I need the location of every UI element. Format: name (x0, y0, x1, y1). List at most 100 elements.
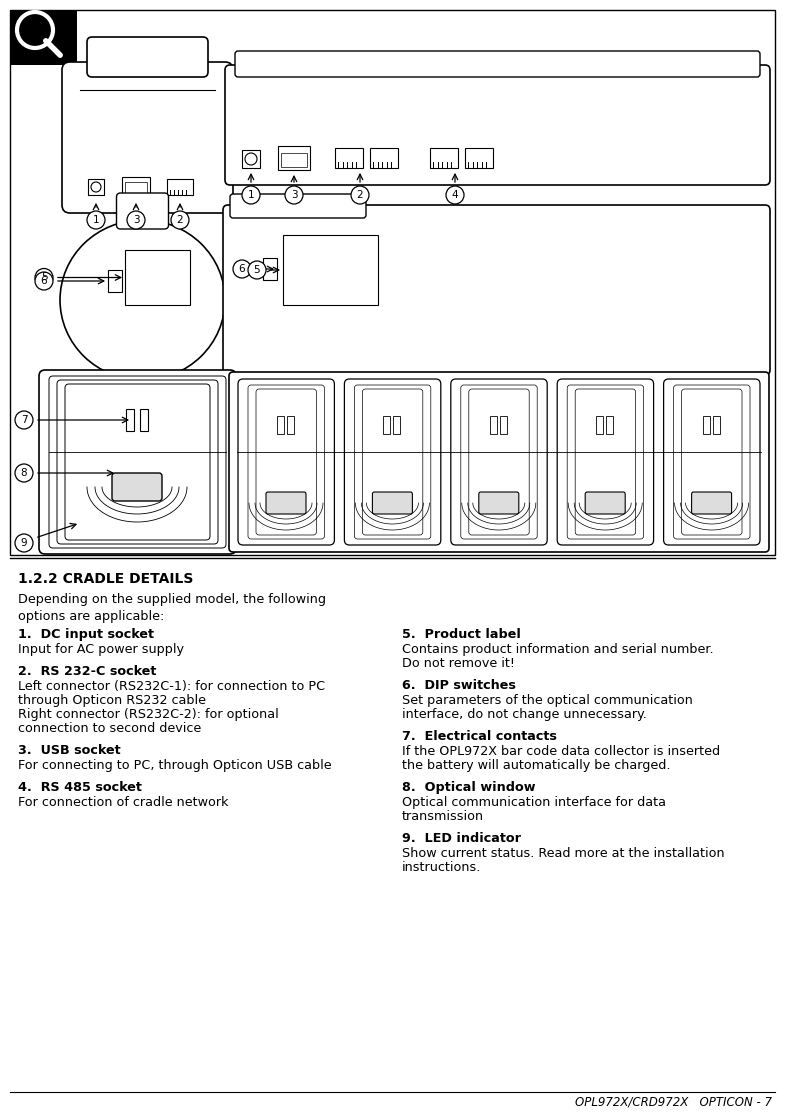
Bar (126, 409, 134, 431)
Bar (283, 235, 378, 305)
Text: connection to second device: connection to second device (18, 722, 201, 735)
Bar (370, 148, 398, 168)
Bar (606, 416, 613, 435)
FancyBboxPatch shape (663, 379, 760, 545)
Text: 9: 9 (20, 538, 27, 548)
Text: For connecting to PC, through Opticon USB cable: For connecting to PC, through Opticon US… (18, 759, 331, 772)
FancyBboxPatch shape (238, 379, 334, 545)
Bar (88, 179, 104, 195)
Bar (167, 179, 193, 195)
Text: 2: 2 (356, 190, 363, 200)
FancyBboxPatch shape (585, 492, 625, 514)
Bar (393, 416, 400, 435)
Text: 6: 6 (41, 276, 47, 286)
FancyBboxPatch shape (116, 193, 169, 228)
Bar (10, 10, 775, 556)
Text: 8: 8 (20, 468, 27, 478)
Bar (703, 416, 710, 435)
FancyBboxPatch shape (229, 372, 769, 552)
Circle shape (285, 186, 303, 204)
Text: Input for AC power supply: Input for AC power supply (18, 643, 184, 656)
Circle shape (127, 211, 145, 228)
Text: 3: 3 (133, 215, 139, 225)
Text: Set parameters of the optical communication: Set parameters of the optical communicat… (402, 694, 693, 707)
FancyBboxPatch shape (451, 379, 547, 545)
Bar (122, 177, 150, 197)
Bar (335, 148, 363, 168)
Bar (108, 270, 122, 292)
Text: Left connector (RS232C-1): for connection to PC: Left connector (RS232C-1): for connectio… (18, 680, 325, 693)
Bar (278, 146, 310, 170)
Circle shape (351, 186, 369, 204)
Text: 2: 2 (177, 215, 184, 225)
Bar (500, 416, 507, 435)
Text: Right connector (RS232C-2): for optional: Right connector (RS232C-2): for optional (18, 708, 279, 721)
Circle shape (446, 186, 464, 204)
Bar (263, 258, 277, 280)
Circle shape (15, 534, 33, 552)
Text: Depending on the supplied model, the following
options are applicable:: Depending on the supplied model, the fol… (18, 592, 326, 623)
Text: 1: 1 (93, 215, 100, 225)
Bar (125, 250, 190, 305)
FancyBboxPatch shape (230, 194, 366, 218)
Text: 9.  LED indicator: 9. LED indicator (402, 832, 521, 844)
Bar (596, 416, 603, 435)
FancyBboxPatch shape (235, 52, 760, 77)
FancyBboxPatch shape (479, 492, 519, 514)
FancyBboxPatch shape (345, 379, 441, 545)
Text: For connection of cradle network: For connection of cradle network (18, 796, 228, 809)
Bar (10, 10, 77, 65)
FancyBboxPatch shape (39, 370, 236, 554)
Text: 8.  Optical window: 8. Optical window (402, 781, 535, 794)
Circle shape (35, 269, 53, 287)
Bar (490, 416, 497, 435)
Text: If the OPL972X bar code data collector is inserted: If the OPL972X bar code data collector i… (402, 745, 720, 758)
Text: 1.2.2 CRADLE DETAILS: 1.2.2 CRADLE DETAILS (18, 572, 193, 586)
Text: Optical communication interface for data: Optical communication interface for data (402, 796, 666, 809)
Bar (383, 416, 390, 435)
Text: 5: 5 (254, 265, 261, 276)
Text: transmission: transmission (402, 810, 484, 823)
Text: interface, do not change unnecessary.: interface, do not change unnecessary. (402, 708, 647, 721)
Text: through Opticon RS232 cable: through Opticon RS232 cable (18, 694, 206, 707)
Text: 1: 1 (248, 190, 254, 200)
Bar (430, 148, 458, 168)
FancyBboxPatch shape (87, 37, 208, 77)
Text: 7: 7 (20, 416, 27, 424)
Bar (281, 153, 307, 167)
Text: 6: 6 (239, 264, 245, 274)
FancyBboxPatch shape (266, 492, 306, 514)
Circle shape (87, 211, 105, 228)
Ellipse shape (60, 220, 225, 380)
Text: 4.  RS 485 socket: 4. RS 485 socket (18, 781, 142, 794)
Circle shape (248, 261, 266, 279)
Bar (277, 416, 284, 435)
Bar (465, 148, 493, 168)
Text: 7.  Electrical contacts: 7. Electrical contacts (402, 730, 557, 743)
Text: 5.  Product label: 5. Product label (402, 628, 521, 641)
FancyBboxPatch shape (225, 65, 770, 185)
FancyBboxPatch shape (372, 492, 412, 514)
Bar (287, 416, 294, 435)
Circle shape (15, 464, 33, 482)
Text: 1.  DC input socket: 1. DC input socket (18, 628, 154, 641)
Text: 4: 4 (451, 190, 458, 200)
FancyBboxPatch shape (62, 62, 233, 213)
FancyBboxPatch shape (112, 473, 162, 501)
Text: Do not remove it!: Do not remove it! (402, 657, 515, 670)
Circle shape (15, 411, 33, 429)
Text: Contains product information and serial number.: Contains product information and serial … (402, 643, 714, 656)
Text: OPL972X/CRD972X   OPTICON - 7: OPL972X/CRD972X OPTICON - 7 (575, 1095, 772, 1109)
Text: 2.  RS 232-C socket: 2. RS 232-C socket (18, 665, 156, 678)
Text: 6.  DIP switches: 6. DIP switches (402, 679, 516, 692)
FancyBboxPatch shape (557, 379, 654, 545)
Text: instructions.: instructions. (402, 861, 481, 874)
FancyBboxPatch shape (692, 492, 732, 514)
Text: 3: 3 (290, 190, 298, 200)
Text: 3.  USB socket: 3. USB socket (18, 744, 121, 757)
Bar (125, 181, 147, 194)
Text: 5: 5 (41, 272, 47, 282)
FancyBboxPatch shape (223, 205, 770, 375)
Circle shape (233, 260, 251, 278)
Text: Show current status. Read more at the installation: Show current status. Read more at the in… (402, 847, 725, 860)
